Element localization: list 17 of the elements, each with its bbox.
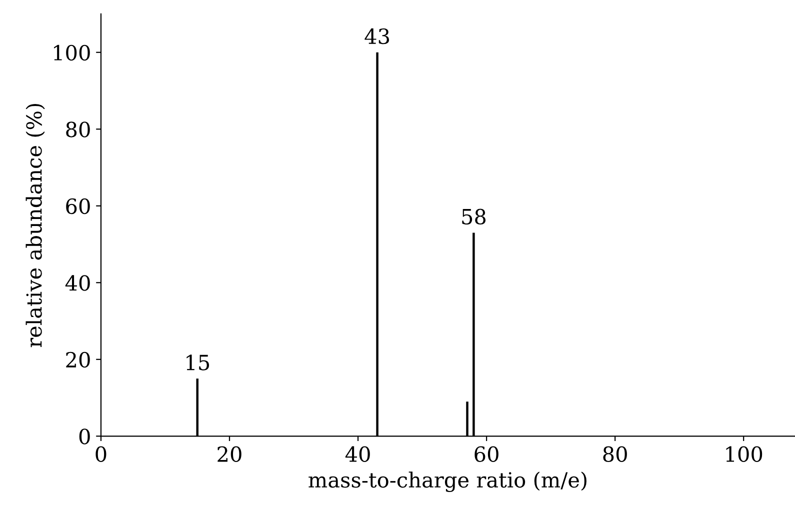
annotation: 58: [462, 208, 486, 225]
y-tick-label: 20: [66, 352, 90, 368]
x-tick-label: 80: [603, 446, 627, 462]
y-tick-label: 80: [66, 122, 90, 138]
y-tick-label: 40: [65, 275, 90, 291]
annotation: 15: [186, 354, 210, 370]
y-tick-label: 0: [79, 428, 90, 444]
x-tick-label: 60: [474, 446, 498, 462]
y-axis-title: relative abundance (%): [26, 104, 45, 348]
x-tick-label: 0: [96, 446, 106, 462]
y-tick-label: 60: [66, 198, 90, 214]
x-tick-label: 40: [345, 446, 370, 462]
x-tick-label: 20: [218, 446, 242, 462]
y-tick-label: 100: [54, 44, 90, 61]
x-tick-label: 100: [726, 446, 762, 462]
x-axis-title: mass-to-charge ratio (m/e): [308, 472, 586, 492]
annotation: 43: [364, 28, 389, 44]
